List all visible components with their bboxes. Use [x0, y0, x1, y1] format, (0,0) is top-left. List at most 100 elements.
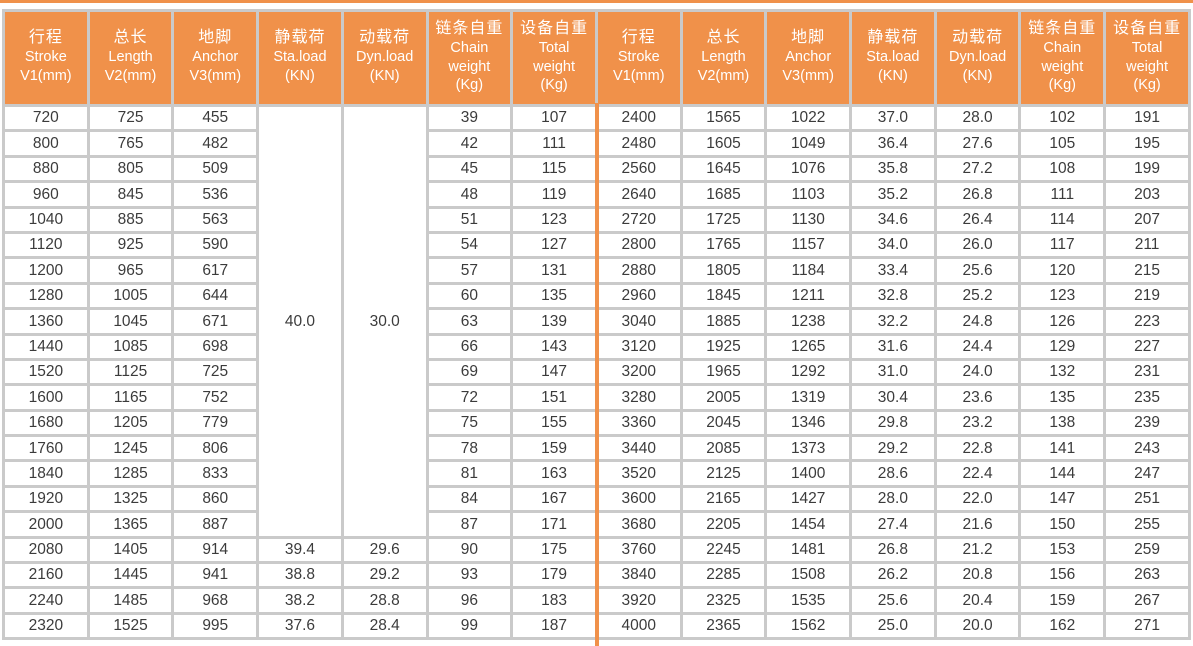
header-row: 行程 Stroke V1(mm) 总长 Length V2(mm) 地脚 Anchor V3(m… [2, 9, 1191, 107]
header-label-zh: 总长 [706, 29, 741, 47]
data-cell: 159 [510, 434, 598, 463]
header-label-en: (KN) [369, 68, 400, 84]
header-cell-dynamic-load-left: 动载荷 Dyn.load (KN) [340, 9, 429, 107]
data-cell: 34.0 [849, 230, 937, 260]
data-cell: 267 [1103, 586, 1191, 615]
data-cell: 84 [425, 484, 514, 514]
merged-dynamic-load-cell: 30.0 [340, 104, 429, 539]
header-label-en: V2(mm) [697, 68, 750, 84]
data-cell: 28.6 [849, 459, 937, 488]
data-cell: 135 [1018, 383, 1107, 412]
header-label-en: V3(mm) [782, 68, 834, 84]
data-cell: 129 [1018, 332, 1107, 361]
header-label-en: Length [108, 49, 153, 66]
data-cell: 1205 [86, 408, 175, 438]
data-cell: 1165 [86, 383, 175, 412]
data-cell: 24.4 [933, 332, 1022, 361]
data-cell: 2560 [594, 154, 683, 184]
data-cell: 29.6 [340, 535, 429, 565]
data-cell: 1245 [86, 434, 175, 463]
data-cell: 24.0 [933, 357, 1022, 387]
table-row: 2000 1365 887 87 171 3680 2205 1454 27.4 21.6 150 2… [2, 510, 1191, 539]
data-cell: 2245 [679, 535, 768, 565]
data-cell: 29.2 [849, 434, 937, 463]
data-cell: 33.4 [849, 256, 937, 285]
data-cell: 26.0 [933, 230, 1022, 260]
data-cell: 75 [425, 408, 514, 438]
data-cell: 235 [1103, 383, 1191, 412]
data-cell: 1925 [679, 332, 768, 361]
header-label-en: Stroke [617, 49, 660, 66]
data-cell: 1481 [764, 535, 853, 565]
data-cell: 1920 [2, 484, 90, 514]
spec-table-header: 行程 Stroke V1(mm) 总长 Length V2(mm) 地脚 Anchor V3(m… [2, 9, 1191, 107]
header-cell-chain-weight-left: 链条自重 Chain weight (Kg) [425, 9, 514, 107]
data-cell: 42 [425, 129, 514, 158]
data-cell: 968 [171, 586, 260, 615]
data-cell: 66 [425, 332, 514, 361]
data-cell: 698 [171, 332, 260, 361]
data-cell: 231 [1103, 357, 1191, 387]
data-cell: 3520 [594, 459, 683, 488]
data-cell: 845 [86, 180, 175, 209]
data-cell: 141 [1018, 434, 1107, 463]
data-cell: 132 [1018, 357, 1107, 387]
header-label-en: V1(mm) [612, 68, 665, 84]
data-cell: 805 [86, 154, 175, 184]
data-cell: 96 [425, 586, 514, 615]
data-cell: 187 [510, 611, 598, 641]
data-cell: 135 [510, 281, 598, 311]
data-cell: 48 [425, 180, 514, 209]
data-cell: 1565 [679, 103, 768, 133]
data-cell: 28.0 [933, 103, 1022, 133]
table-row: 2320 1525 995 37.6 28.4 99 187 4000 2365 1562 25.0… [2, 611, 1191, 641]
data-cell: 120 [1018, 256, 1107, 285]
data-cell: 563 [171, 205, 260, 234]
data-cell: 995 [171, 611, 260, 641]
data-cell: 26.4 [933, 205, 1022, 234]
header-label-en: Length [701, 49, 746, 66]
header-label-zh: 链条自重 [435, 20, 504, 38]
data-cell: 1285 [86, 459, 175, 488]
header-label-zh: 地脚 [791, 29, 826, 47]
data-cell: 69 [425, 357, 514, 387]
data-cell: 259 [1103, 535, 1191, 565]
data-cell: 123 [510, 205, 598, 234]
data-cell: 27.2 [933, 154, 1022, 184]
data-cell: 51 [425, 205, 514, 234]
data-cell: 63 [425, 307, 514, 336]
data-cell: 1405 [86, 535, 175, 565]
data-cell: 1485 [86, 586, 175, 615]
data-cell: 22.8 [933, 434, 1022, 463]
data-cell: 102 [1018, 103, 1107, 133]
data-cell: 3440 [594, 434, 683, 463]
data-cell: 2320 [2, 611, 90, 641]
header-cell-static-load-right: 静载荷 Sta.load (KN) [849, 9, 937, 107]
table-row: 1200 965 617 57 131 2880 1805 1184 33.4 25.6 120 21… [2, 256, 1191, 285]
header-label-zh: 动载荷 [359, 29, 411, 47]
header-label-zh: 总长 [113, 29, 148, 47]
header-label-en: Anchor [192, 49, 239, 66]
data-cell: 183 [510, 586, 598, 615]
header-label-en: weight [1126, 58, 1169, 75]
data-cell: 965 [86, 256, 175, 285]
data-cell: 960 [2, 180, 90, 209]
data-cell: 30.4 [849, 383, 937, 412]
data-cell: 23.2 [933, 408, 1022, 438]
data-cell: 60 [425, 281, 514, 311]
header-label-zh: 地脚 [198, 29, 233, 47]
data-cell: 1805 [679, 256, 768, 285]
data-cell: 147 [1018, 484, 1107, 514]
data-cell: 1022 [764, 103, 853, 133]
spec-table-body: 720 725 455 40.0 30.0 39 107 2400 1565 1022 37.0 28… [2, 103, 1191, 641]
data-cell: 536 [171, 180, 260, 209]
header-cell-anchor-right: 地脚 Anchor V3(mm) [764, 9, 853, 107]
header-cell-static-load-left: 静载荷 Sta.load (KN) [256, 9, 344, 107]
data-cell: 25.6 [933, 256, 1022, 285]
data-cell: 162 [1018, 611, 1107, 641]
data-cell: 2960 [594, 281, 683, 311]
header-cell-total-weight-left: 设备自重 Total weight (Kg) [510, 9, 598, 107]
table-row: 1280 1005 644 60 135 2960 1845 1211 32.8 25.2 123 2… [2, 281, 1191, 311]
data-cell: 2800 [594, 230, 683, 260]
table-row: 720 725 455 40.0 30.0 39 107 2400 1565 1022 37.0 28… [2, 103, 1191, 539]
